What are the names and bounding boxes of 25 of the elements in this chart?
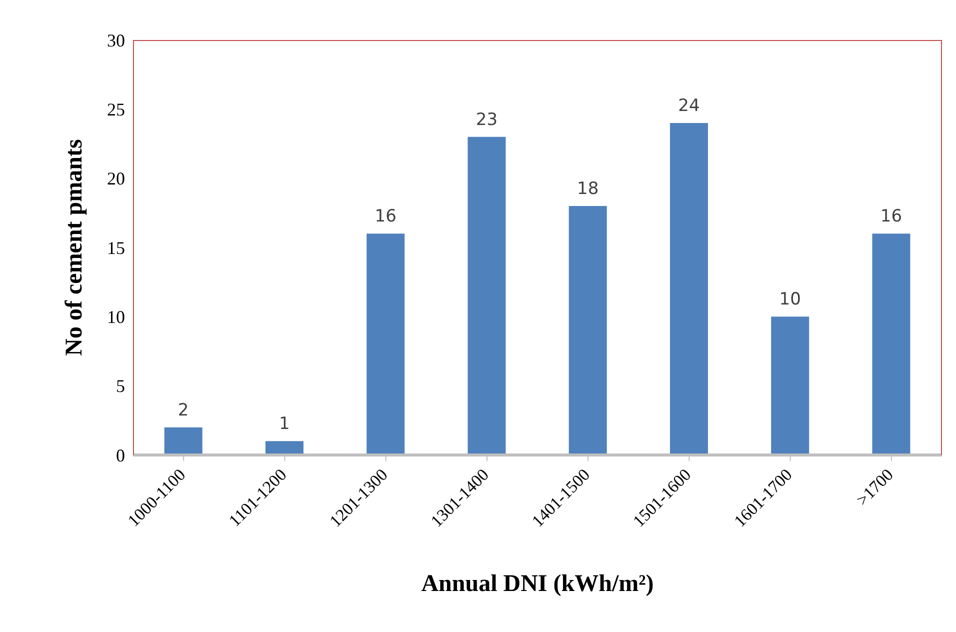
bar [670,123,708,455]
bar [771,316,810,455]
y-tick-label: 30 [107,30,125,50]
y-tick-label: 20 [107,168,125,189]
data-label: 24 [678,96,700,116]
data-label: 16 [374,206,396,227]
y-tick-label: 5 [116,376,125,396]
bar [568,206,607,455]
bar [366,234,405,455]
bar [468,136,506,455]
y-tick-label: 25 [107,100,125,120]
data-label: 23 [476,110,498,130]
bar [164,427,202,455]
x-axis-title: Annual DNI (kWh/m²) [421,571,654,597]
data-label: 10 [779,290,801,310]
y-tick-label: 10 [107,307,125,328]
data-label: 16 [880,206,902,227]
y-axis-title: No of cement pmants [62,139,88,356]
y-tick-label: 15 [107,238,125,258]
bar [872,234,910,455]
data-label: 18 [577,179,599,199]
data-label: 2 [178,400,189,420]
bar [265,441,304,455]
data-label: 1 [279,414,290,434]
y-tick-label: 0 [116,445,125,466]
